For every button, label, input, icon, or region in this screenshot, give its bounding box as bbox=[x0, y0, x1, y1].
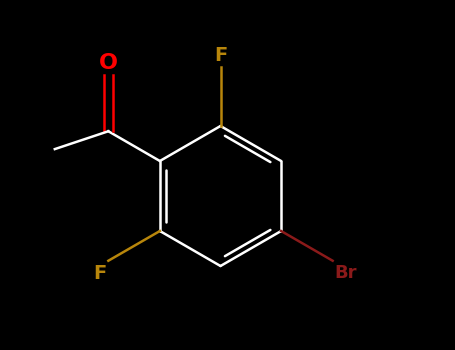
Text: O: O bbox=[99, 53, 118, 73]
Text: Br: Br bbox=[334, 264, 357, 281]
Text: F: F bbox=[93, 264, 106, 282]
Text: F: F bbox=[214, 46, 227, 65]
